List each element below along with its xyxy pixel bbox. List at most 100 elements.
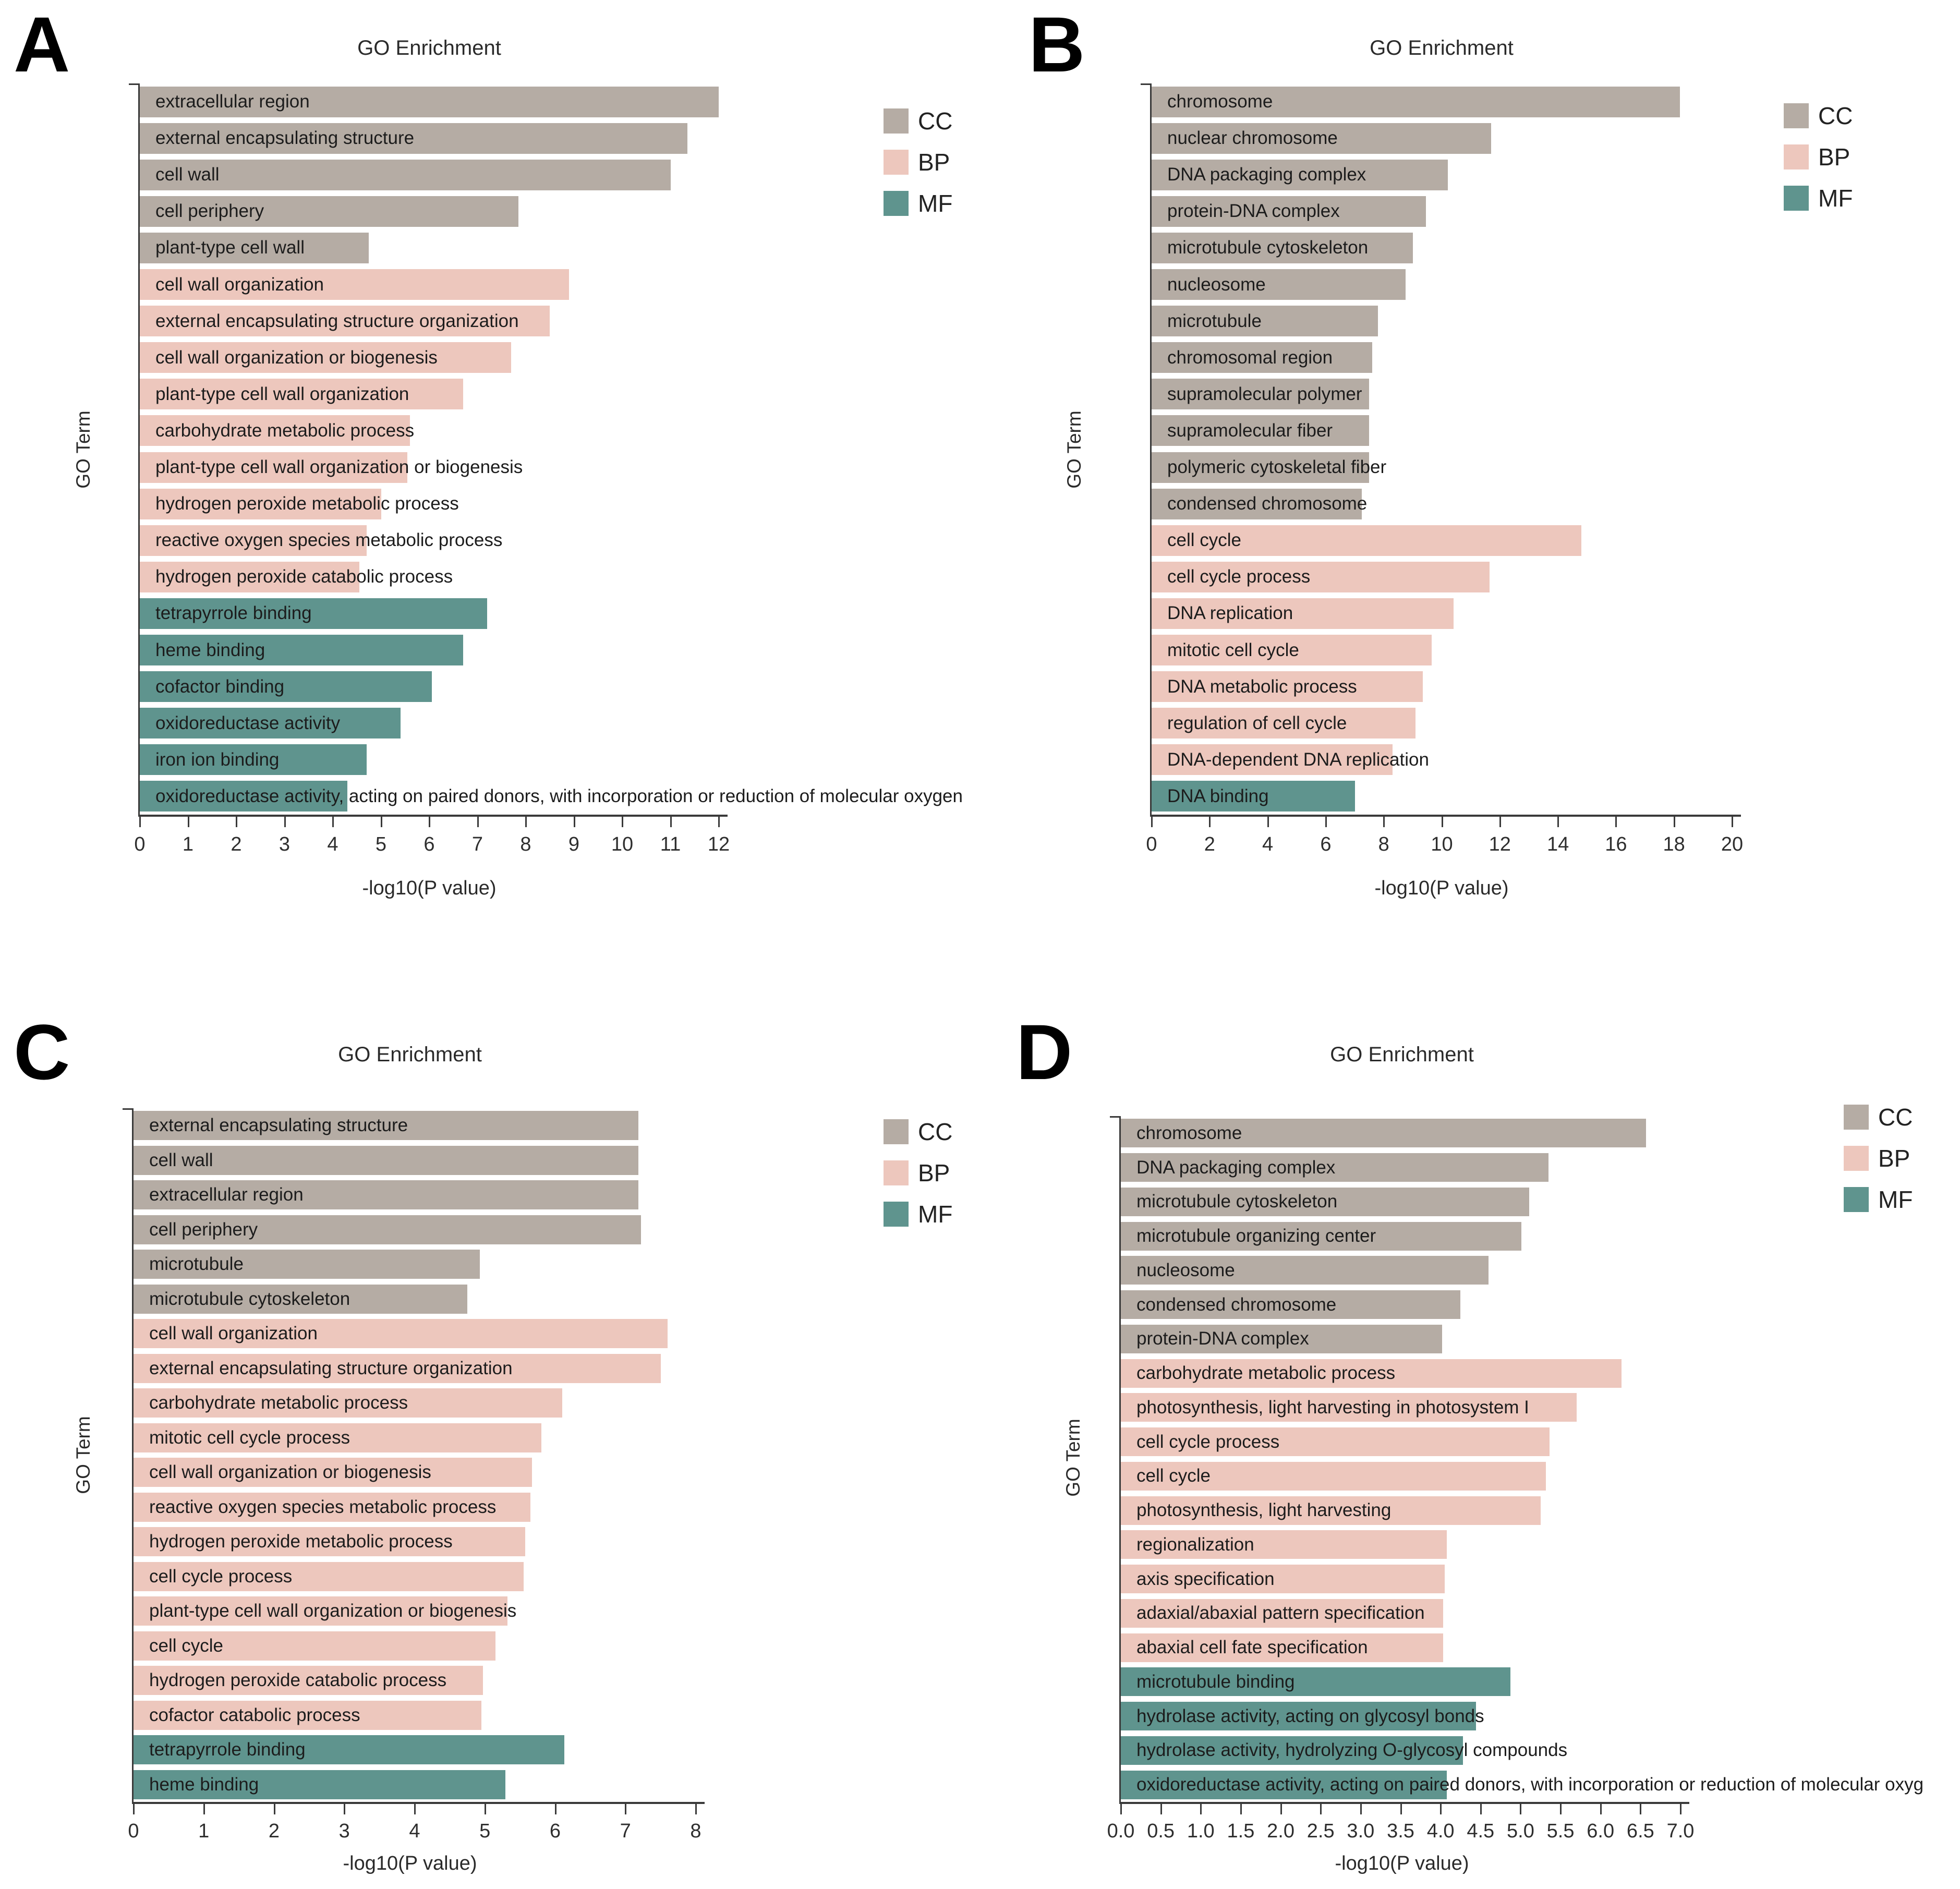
legend-swatch-cc <box>884 1119 909 1144</box>
x-tick-label: 10 <box>1431 833 1453 855</box>
x-tick <box>477 817 479 827</box>
bar-row: extracellular region <box>140 86 719 117</box>
bar-row: oxidoreductase activity <box>140 708 719 739</box>
bar-row: plant-type cell wall organization or bio… <box>140 452 719 483</box>
bar <box>1152 196 1426 227</box>
bar-row: microtubule cytoskeleton <box>1121 1187 1680 1216</box>
x-tick <box>236 817 237 827</box>
x-tick-label: 1 <box>198 1820 210 1842</box>
bar-row: cell wall organization <box>134 1319 696 1349</box>
bar-row: hydrogen peroxide metabolic process <box>140 488 719 519</box>
x-tick <box>1383 817 1385 827</box>
x-tick <box>670 817 672 827</box>
legend: CC BP MF <box>1844 1104 1960 1240</box>
y-axis-cap-tick <box>1141 83 1150 85</box>
bar-row: supramolecular polymer <box>1152 379 1732 410</box>
bar-row: cell periphery <box>134 1215 696 1244</box>
x-tick-label: 7 <box>471 833 483 855</box>
legend-item-mf: MF <box>884 1201 1040 1228</box>
bar <box>134 1458 533 1487</box>
x-tick <box>1499 817 1501 827</box>
bar-label: supramolecular fiber <box>1167 420 1333 441</box>
bar-label: microtubule <box>1167 310 1262 331</box>
bar-row: cell wall <box>134 1145 696 1175</box>
bar-row: microtubule cytoskeleton <box>134 1284 696 1314</box>
x-tick-label: 2 <box>1204 833 1215 855</box>
bar-label: reactive oxygen species metabolic proces… <box>155 530 503 551</box>
bar <box>134 1215 641 1244</box>
bar <box>1121 1256 1489 1285</box>
bar <box>1121 1667 1510 1697</box>
bar-label: plant-type cell wall organization <box>155 383 409 404</box>
legend-label: MF <box>1878 1186 1913 1213</box>
legend-label: BP <box>918 1159 950 1186</box>
panel-c: C GO Enrichment GO Term external encapsu… <box>0 944 980 1889</box>
bar <box>1152 452 1370 483</box>
bar-label: cell wall organization <box>149 1323 318 1344</box>
bar-label: hydrogen peroxide metabolic process <box>155 493 459 514</box>
bar-row: plant-type cell wall <box>140 232 719 263</box>
chart-title: GO Enrichment <box>1370 37 1514 59</box>
bar-row: external encapsulating structure <box>140 123 719 154</box>
legend-swatch-mf <box>1844 1187 1869 1212</box>
plot-area: chromosome nuclear chromosome DNA packagin… <box>980 0 1960 944</box>
bar-label: axis specification <box>1136 1568 1275 1589</box>
x-tick <box>429 817 430 827</box>
bar-row: cell wall organization or biogenesis <box>134 1458 696 1487</box>
legend: CC BP MF <box>1784 102 1940 239</box>
x-tick <box>1520 1804 1522 1814</box>
bar-label: hydrogen peroxide catabolic process <box>155 566 453 587</box>
x-tick <box>1600 1804 1602 1814</box>
bar-label: oxidoreductase activity, acting on paire… <box>1136 1774 1924 1795</box>
bar-label: polymeric cytoskeletal fiber <box>1167 457 1387 478</box>
x-tick-label: 3.5 <box>1387 1820 1414 1842</box>
bar-label: nuclear chromosome <box>1167 128 1338 149</box>
bar-label: tetrapyrrole binding <box>149 1739 306 1760</box>
bar <box>1121 1221 1521 1251</box>
legend-label: BP <box>1878 1145 1910 1172</box>
x-axis-label: -log10(P value) <box>362 877 497 899</box>
bar-row: plant-type cell wall organization <box>140 379 719 410</box>
bar <box>134 1770 505 1799</box>
bar-row: microtubule <box>1152 306 1732 337</box>
bar <box>1121 1565 1445 1594</box>
bar <box>1121 1599 1443 1628</box>
x-axis-line <box>132 1802 705 1804</box>
x-tick-label: 1.0 <box>1187 1820 1215 1842</box>
bar <box>1152 86 1680 117</box>
bar-row: external encapsulating structure organiz… <box>134 1353 696 1383</box>
x-tick <box>1280 1804 1282 1814</box>
x-tick-label: 0.5 <box>1147 1820 1175 1842</box>
panel-letter-b: B <box>1029 1 1085 88</box>
bar-label: hydrolase activity, hydrolyzing O-glycos… <box>1136 1740 1568 1761</box>
legend-label: BP <box>1818 143 1850 171</box>
y-axis-line <box>132 1108 134 1803</box>
legend-item-cc: CC <box>884 1118 1040 1145</box>
bar-label: cell wall <box>155 164 220 185</box>
bar-row: oxidoreductase activity, acting on paire… <box>1121 1770 1923 1799</box>
x-tick <box>1400 1804 1402 1814</box>
x-tick <box>622 817 623 827</box>
bar-row: polymeric cytoskeletal fiber <box>1152 452 1732 483</box>
legend-item-cc: CC <box>1844 1104 1960 1131</box>
bar-label: iron ion binding <box>155 749 280 770</box>
bar <box>1152 781 1355 812</box>
x-tick <box>332 817 334 827</box>
x-tick <box>718 817 720 827</box>
bar-row: carbohydrate metabolic process <box>1121 1359 1680 1388</box>
x-tick <box>573 817 575 827</box>
legend-item-cc: CC <box>1784 102 1940 129</box>
legend-swatch-bp <box>1844 1146 1869 1171</box>
y-axis-cap-tick <box>1110 1116 1119 1118</box>
bar <box>134 1666 483 1696</box>
plot-area: external encapsulating structure cell wal… <box>0 944 980 1889</box>
legend-swatch-cc <box>884 108 909 134</box>
bar-label: external encapsulating structure <box>155 128 415 149</box>
x-tick <box>344 1804 346 1814</box>
bar-row: cell wall <box>140 159 719 190</box>
bar-label: external encapsulating structure organiz… <box>155 310 519 331</box>
bar-row: cell cycle process <box>1121 1427 1680 1457</box>
x-tick-label: 5.0 <box>1507 1820 1534 1842</box>
bar-row: microtubule organizing center <box>1121 1221 1680 1251</box>
legend-label: CC <box>1818 102 1853 129</box>
